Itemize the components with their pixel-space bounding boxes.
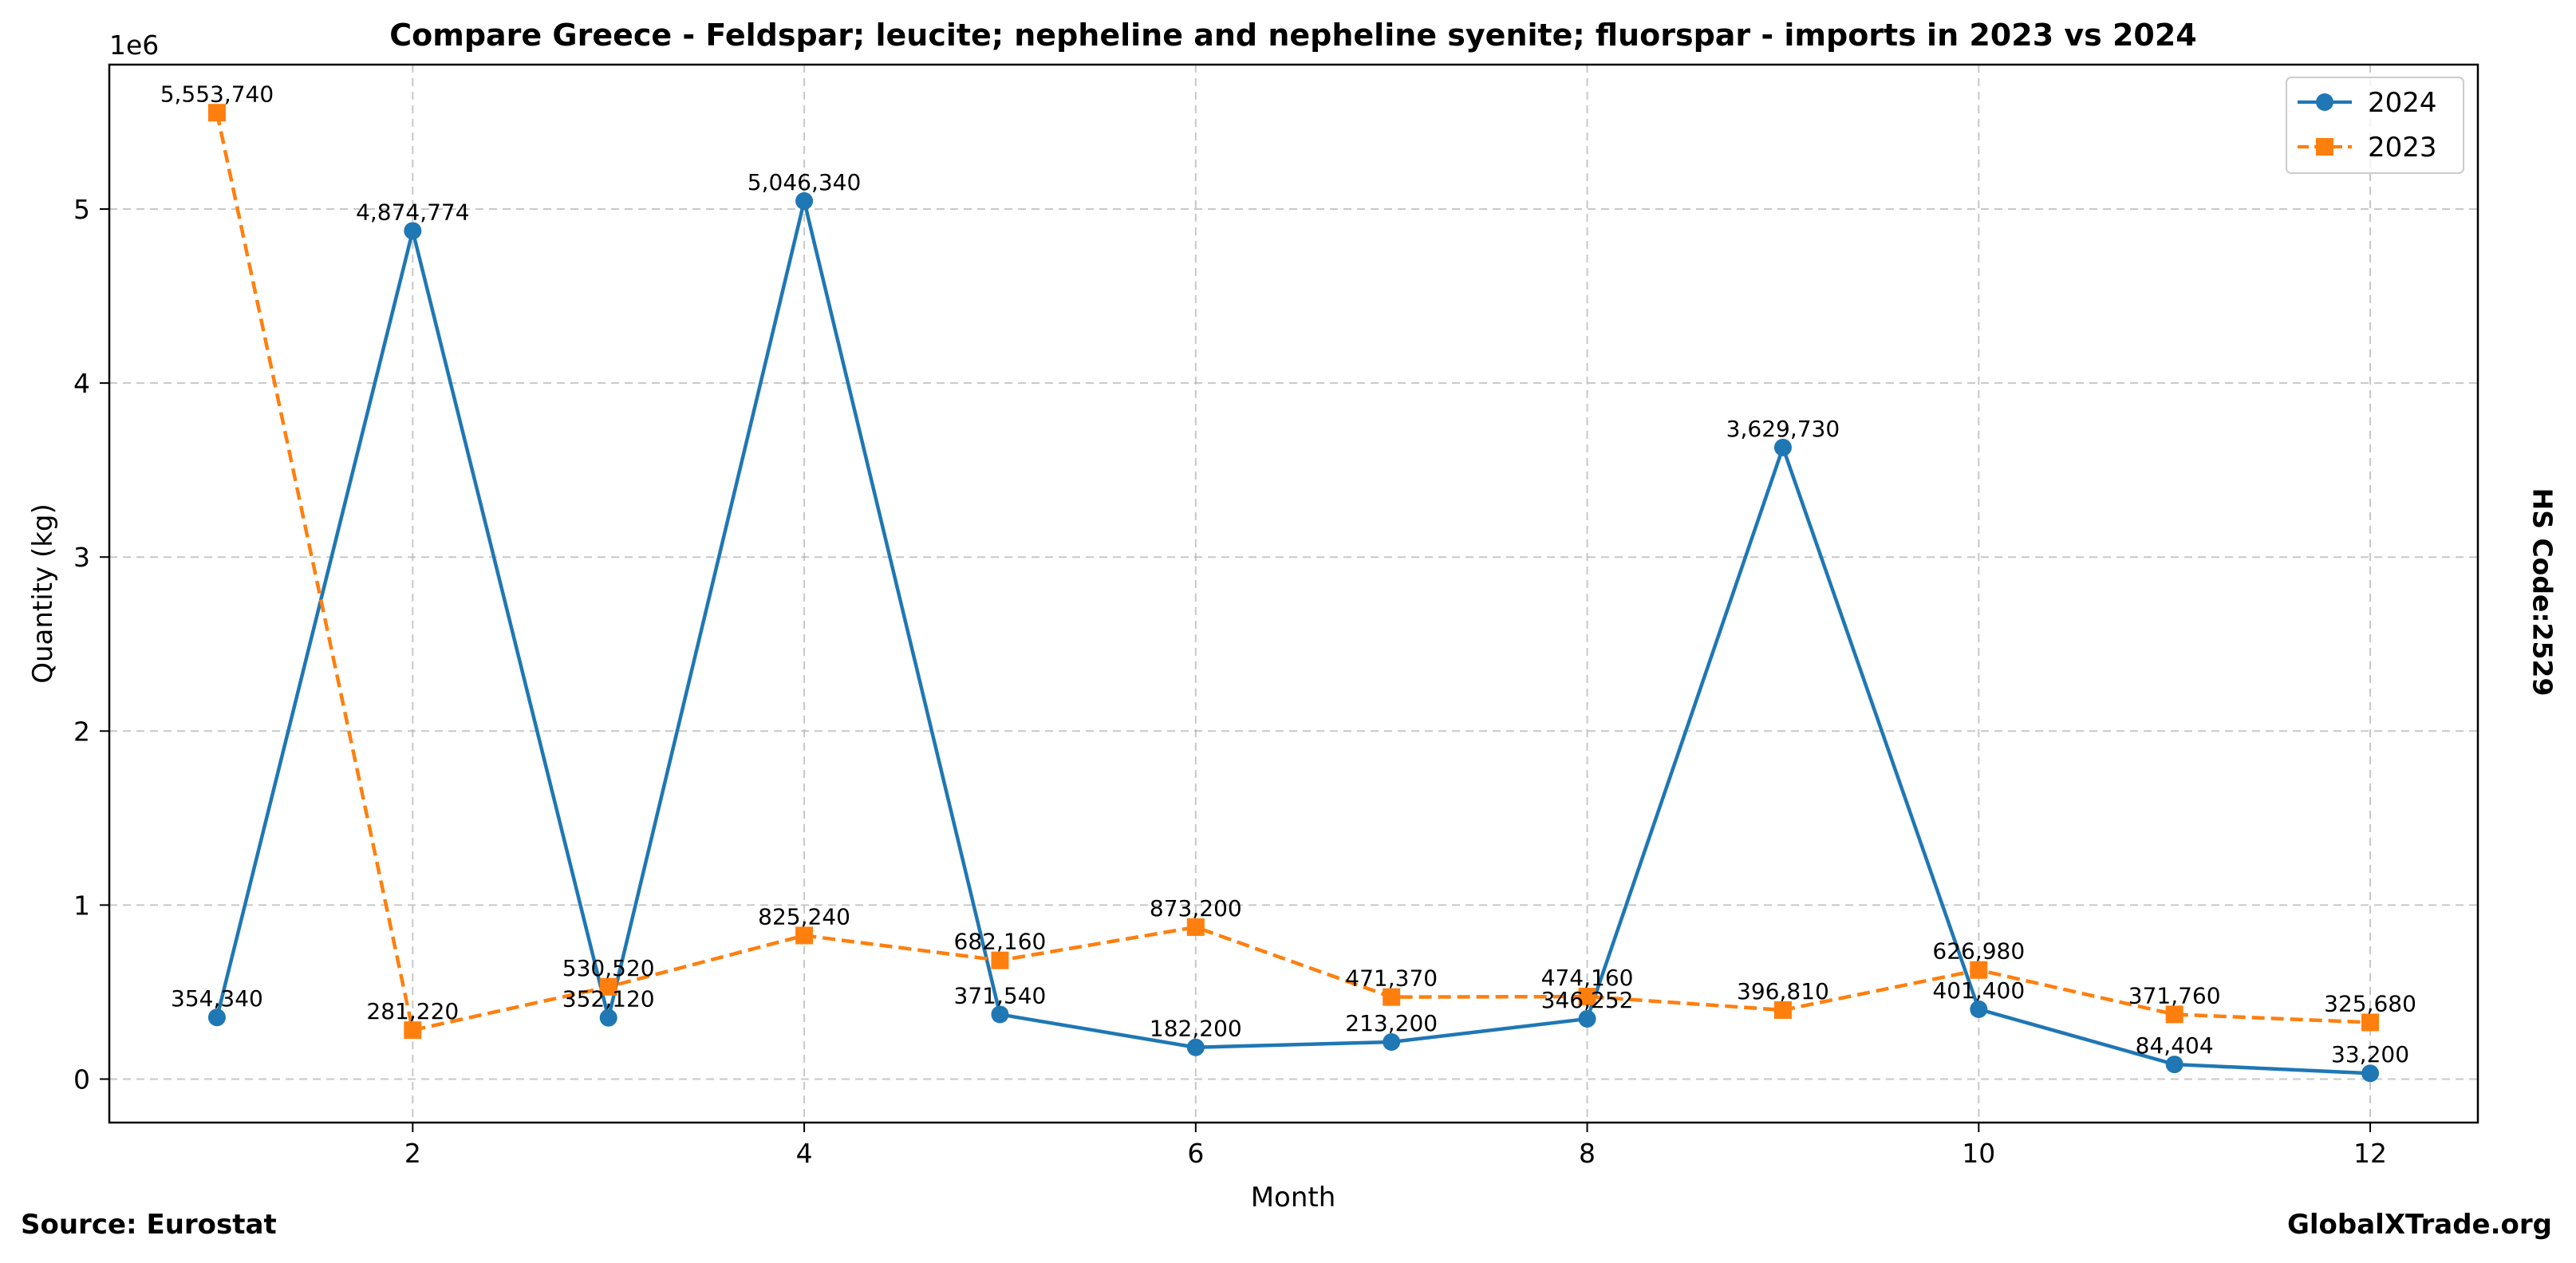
data-point-2024 (991, 1005, 1009, 1024)
data-point-2023 (795, 926, 814, 945)
data-point-2024 (599, 1008, 617, 1027)
y-axis-label: Quantity (kg) (27, 503, 59, 684)
series-line-2024 (215, 200, 2371, 1076)
grid (109, 65, 2478, 1123)
y-tick-label: 5 (73, 194, 90, 225)
y-scale-label: 1e6 (109, 30, 159, 61)
x-tick-label: 8 (1579, 1138, 1596, 1169)
data-labels: 354,340 4,874,774 352,120 5,046,340 371,540 1… (160, 81, 2416, 1068)
data-point-2024 (2165, 1056, 2183, 1074)
y-tick-label: 0 (73, 1064, 90, 1095)
data-point-2024 (1383, 1032, 1401, 1051)
data-point-2023 (1773, 1001, 1792, 1019)
plot-frame (108, 63, 2479, 1124)
y-tick-label: 4 (73, 368, 90, 399)
data-point-2023 (404, 1021, 422, 1040)
data-point-2023 (2361, 1013, 2380, 1032)
source-label: Source: Eurostat (21, 1209, 277, 1241)
data-label-2023: 530,520 (562, 955, 655, 981)
data-label-2023: 281,220 (366, 998, 459, 1024)
data-point-2023 (1186, 918, 1205, 937)
data-label-2024: 84,404 (2136, 1032, 2214, 1059)
chart-title: Compare Greece - Feldspar; leucite; neph… (389, 18, 2197, 53)
legend-label-2024: 2024 (2368, 87, 2437, 119)
data-point-2023 (207, 104, 226, 122)
data-point-2024 (207, 1008, 226, 1027)
x-tick-label: 2 (404, 1138, 421, 1169)
data-point-2024 (1970, 1000, 1988, 1018)
x-axis-label: Month (1251, 1182, 1336, 1214)
data-label-2023: 474,160 (1541, 965, 1634, 991)
data-label-2023: 5,553,740 (160, 81, 274, 107)
data-label-2023: 682,160 (954, 929, 1047, 955)
series-line-2023 (215, 112, 2371, 1032)
data-point-2024 (1186, 1038, 1205, 1056)
legend: 2024 2023 (2286, 77, 2464, 174)
data-point-2024 (404, 222, 422, 240)
y-tick-label: 1 (73, 890, 90, 921)
data-label-2023: 371,760 (2128, 982, 2221, 1008)
data-label-2024: 354,340 (171, 985, 263, 1012)
data-point-2023 (2165, 1005, 2183, 1024)
data-point-2023 (599, 977, 617, 996)
data-label-2024: 33,200 (2331, 1041, 2409, 1068)
y-tick-label: 2 (73, 716, 90, 747)
legend-marker-2024 (2316, 93, 2333, 111)
data-point-2023 (1383, 988, 1401, 1006)
data-point-2024 (795, 191, 814, 210)
x-tick-label: 6 (1187, 1138, 1204, 1169)
data-point-2023 (991, 951, 1009, 969)
data-label-2024: 182,200 (1150, 1016, 1242, 1042)
data-label-2024: 5,046,340 (748, 169, 862, 195)
data-label-2024: 3,629,730 (1726, 416, 1840, 442)
data-label-2024: 371,540 (954, 982, 1047, 1008)
data-label-2023: 873,200 (1150, 895, 1242, 922)
data-point-2024 (1773, 438, 1792, 456)
x-tick-label: 12 (2353, 1138, 2387, 1169)
data-label-2023: 471,370 (1345, 965, 1438, 992)
y-tick-label: 3 (73, 542, 90, 573)
x-tick-label: 10 (1962, 1138, 1995, 1169)
legend-marker-2023 (2316, 138, 2333, 156)
data-label-2023: 396,810 (1737, 978, 1829, 1004)
data-label-2024: 346,252 (1541, 987, 1634, 1013)
data-point-2024 (1578, 1009, 1596, 1028)
data-label-2023: 626,980 (1932, 938, 2025, 965)
data-point-2023 (1578, 988, 1596, 1006)
data-label-2023: 325,680 (2324, 990, 2416, 1016)
data-label-2023: 825,240 (758, 903, 850, 929)
brand-label: GlobalXTrade.org (2286, 1209, 2552, 1241)
series-layer (207, 104, 2380, 1083)
data-label-2024: 401,400 (1932, 977, 2025, 1004)
data-label-2024: 213,200 (1345, 1010, 1438, 1036)
legend-label-2023: 2023 (2368, 132, 2437, 164)
data-point-2023 (1970, 961, 1988, 979)
data-label-2024: 352,120 (562, 986, 655, 1012)
x-tick-label: 4 (796, 1138, 813, 1169)
data-label-2024: 4,874,774 (356, 199, 470, 225)
hs-code-label: HS Code:2529 (2527, 487, 2558, 697)
data-point-2024 (2361, 1064, 2380, 1083)
